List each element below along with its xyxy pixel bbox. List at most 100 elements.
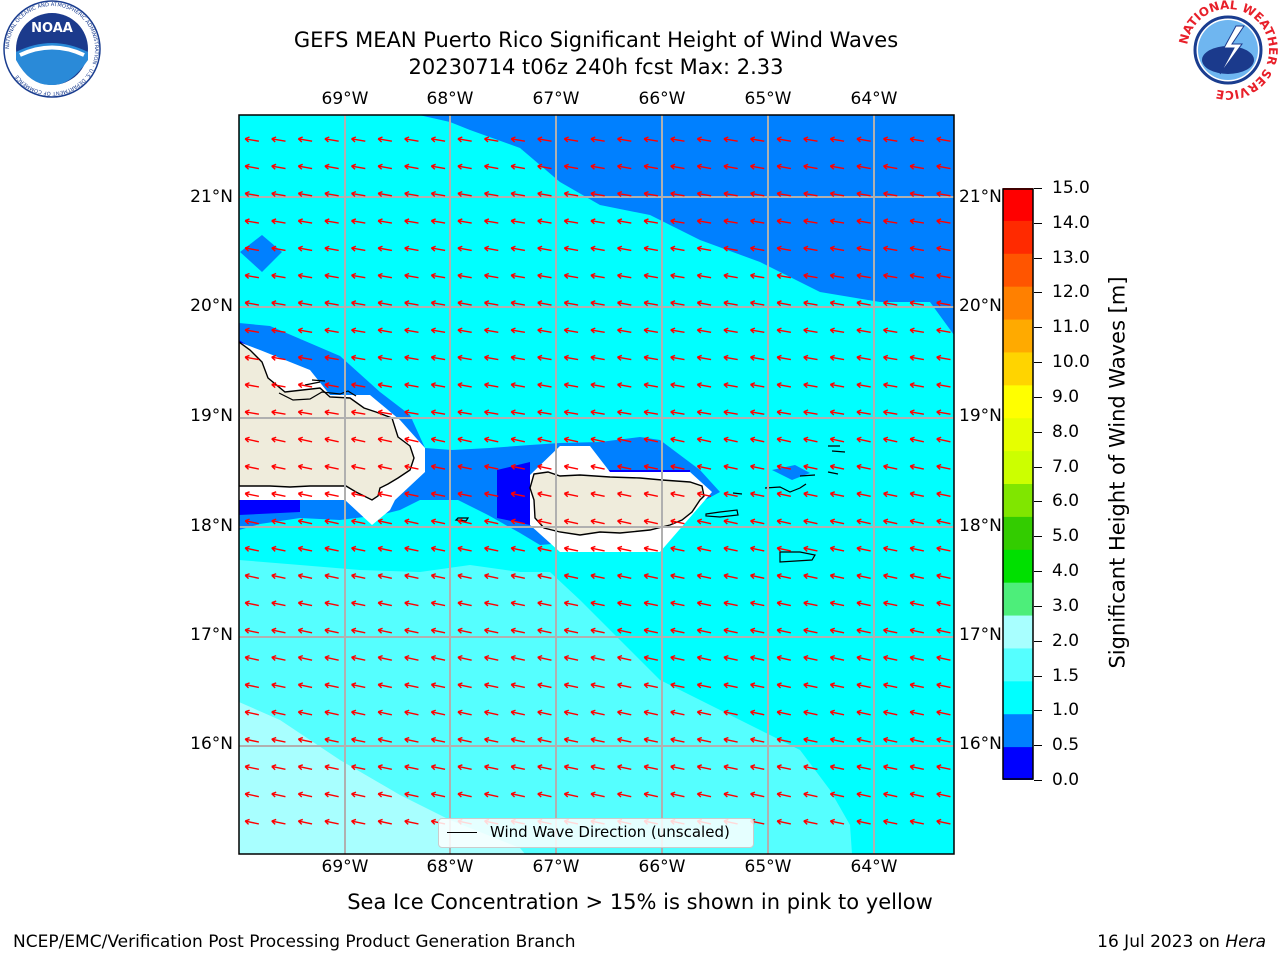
wave-direction-arrow [484, 736, 499, 743]
wave-direction-arrow [723, 791, 738, 798]
colorbar-tick-label: 0.0 [1052, 770, 1080, 790]
wave-direction-arrow [297, 190, 313, 198]
colorbar-tick-label: 2.0 [1052, 630, 1080, 651]
wave-direction-arrow [484, 354, 499, 361]
wave-direction-arrow [590, 518, 605, 525]
wave-direction-arrow [457, 382, 472, 389]
wave-direction-arrow [723, 163, 738, 170]
wave-direction-arrow [909, 545, 924, 552]
colorbar-tick-label: 3.0 [1052, 595, 1080, 616]
wave-direction-arrow [776, 491, 791, 498]
wave-direction-arrow [723, 654, 738, 662]
wave-direction-arrow [829, 409, 845, 416]
wave-direction-arrow [324, 245, 339, 252]
wave-direction-arrow [537, 190, 552, 198]
wave-direction-arrow [244, 491, 259, 498]
wave-direction-arrow [244, 272, 260, 279]
wave-direction-arrow [430, 600, 446, 607]
wave-direction-arrow [271, 818, 286, 825]
wave-direction-arrow [244, 190, 260, 198]
wave-direction-arrow [909, 218, 925, 225]
wave-direction-arrow [856, 218, 871, 225]
lon-label-top: 67°W [532, 89, 580, 109]
wave-direction-arrow [856, 382, 871, 389]
wave-direction-arrow [484, 545, 499, 552]
wave-direction-arrow [563, 272, 579, 279]
wave-direction-arrow [696, 382, 712, 389]
wave-direction-arrow [909, 627, 924, 634]
wave-direction-arrow [909, 682, 924, 689]
wave-direction-arrow [324, 354, 339, 361]
wave-direction-arrow [670, 272, 685, 279]
wave-direction-arrow [271, 736, 286, 743]
wave-direction-arrow [537, 600, 552, 607]
wave-direction-arrow [909, 327, 925, 334]
wave-direction-arrow [563, 709, 579, 716]
colorbar-tick-label: 4.0 [1052, 561, 1080, 582]
wave-direction-arrow [430, 654, 446, 662]
wave-direction-arrow [909, 818, 924, 825]
wave-direction-arrow [803, 300, 818, 307]
wave-direction-arrow [404, 354, 419, 361]
wave-direction-arrow [936, 300, 951, 307]
wave-direction-arrow [723, 354, 738, 361]
wave-direction-arrow [936, 736, 951, 743]
wave-direction-arrow [457, 764, 472, 771]
wave-direction-arrow [883, 491, 898, 498]
wave-direction-arrow [537, 463, 552, 470]
wave-direction-arrow [856, 409, 871, 416]
wave-direction-arrow [404, 218, 419, 225]
wave-direction-arrow [776, 382, 792, 389]
wave-direction-arrow [377, 136, 393, 143]
machine-name: Hera [1225, 932, 1266, 952]
wave-direction-arrow [404, 300, 419, 307]
wave-direction-arrow [829, 709, 845, 716]
wave-direction-arrow [430, 190, 446, 198]
wave-direction-arrow [563, 518, 579, 525]
wave-direction-arrow [723, 736, 738, 743]
wave-direction-arrow [537, 163, 552, 170]
colorbar-segment [1003, 582, 1033, 617]
wave-direction-arrow [750, 791, 765, 798]
wave-direction-arrow [563, 545, 579, 552]
wave-direction-arrow [643, 218, 659, 225]
wave-direction-arrow [776, 463, 791, 470]
wave-direction-arrow [457, 300, 472, 307]
wave-direction-arrow [484, 436, 499, 443]
wave-direction-arrow [803, 463, 818, 470]
wave-direction-arrow [643, 518, 658, 525]
colorbar-segment [1003, 648, 1033, 682]
wave-direction-arrow [696, 436, 712, 443]
wave-direction-arrow [643, 491, 658, 498]
wave-direction-arrow [803, 818, 818, 825]
colorbar-segment [1003, 385, 1033, 419]
wave-direction-arrow [883, 791, 898, 798]
wave-direction-arrow [883, 409, 898, 416]
wave-direction-arrow [457, 409, 472, 416]
wave-direction-arrow [856, 245, 871, 252]
wave-direction-arrow [750, 518, 765, 525]
wave-direction-arrow [750, 136, 765, 143]
wave-direction-arrow [909, 573, 924, 580]
wave-direction-arrow [324, 163, 339, 170]
wave-direction-arrow [750, 600, 765, 607]
wave-direction-arrow [563, 463, 579, 470]
colorbar-tick-mark [1034, 571, 1042, 573]
wave-direction-arrow [324, 327, 339, 334]
wave-direction-arrow [617, 327, 632, 334]
wave-direction-arrow [324, 764, 339, 771]
wave-direction-arrow [271, 600, 286, 607]
wave-direction-arrow [909, 245, 925, 252]
wave-direction-arrow [457, 682, 472, 689]
wave-direction-arrow [643, 764, 658, 771]
wave-direction-arrow [297, 463, 313, 470]
wave-direction-arrow [351, 627, 366, 634]
legend-line-sample [447, 832, 477, 833]
wave-direction-arrow [936, 218, 951, 225]
colorbar-frame [1002, 188, 1034, 780]
wave-direction-arrow [537, 382, 552, 389]
wave-direction-arrow [510, 327, 526, 334]
colorbar-segment [1003, 418, 1033, 452]
wave-direction-arrow [829, 218, 845, 225]
wave-direction-arrow [563, 163, 579, 170]
